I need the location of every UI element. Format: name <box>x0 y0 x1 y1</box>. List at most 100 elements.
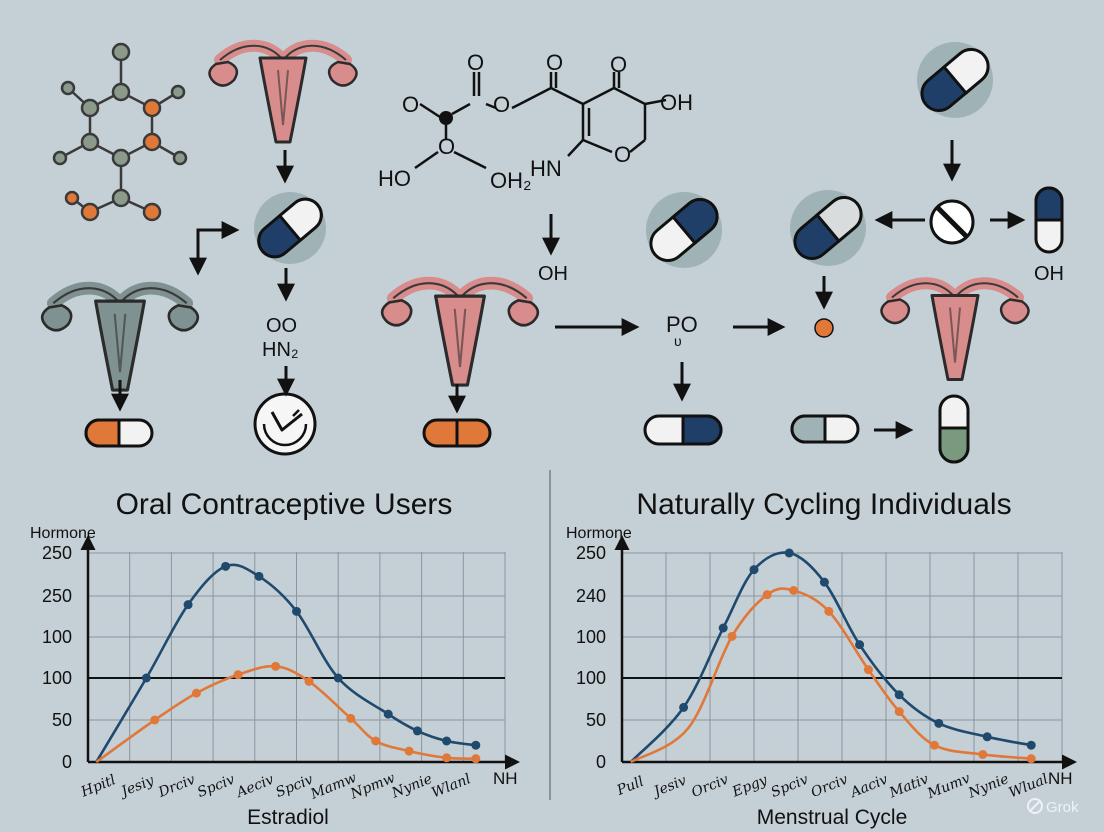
pill-icon <box>790 190 866 266</box>
uterus-icon <box>209 46 356 142</box>
data-point <box>679 702 689 712</box>
watermark: Grok <box>1027 798 1079 816</box>
data-point <box>718 623 728 633</box>
label-hn2: HN₂ <box>262 339 299 361</box>
data-point <box>934 718 944 728</box>
label-o: O <box>546 50 563 75</box>
label-hn: HN <box>530 156 562 181</box>
data-point <box>824 606 834 616</box>
data-point <box>412 726 422 736</box>
y-tick-label: 250 <box>42 543 72 563</box>
grid <box>622 552 1063 762</box>
data-point <box>371 736 381 746</box>
y-tick-label: 100 <box>576 627 606 647</box>
y-tick-label: 0 <box>62 752 72 772</box>
label-ho: HO <box>378 166 411 191</box>
x-tick-label: Aaciv <box>847 772 891 802</box>
y-tick-label: 50 <box>586 710 606 730</box>
uterus-icon <box>42 288 198 390</box>
series-line <box>95 664 476 764</box>
y-tick-label: 250 <box>576 543 606 563</box>
data-point <box>292 606 301 616</box>
label-oh2: OH₂ <box>490 168 532 193</box>
y-tick-label: 250 <box>42 586 72 606</box>
y-axis-label: Hormone <box>30 525 96 542</box>
x-tick-label: Aeciv <box>233 772 277 802</box>
molecule-labels: O O O O O HO OH₂ HN O O OH <box>378 50 693 193</box>
data-point <box>346 713 356 723</box>
chart-title: Naturally Cycling Individuals <box>636 488 1011 521</box>
grid <box>88 552 506 762</box>
data-point <box>762 590 772 600</box>
molecule-center <box>414 72 667 170</box>
chart-title: Oral Contraceptive Users <box>116 488 453 521</box>
flow-arrows <box>111 140 1026 439</box>
data-point <box>1026 740 1036 750</box>
data-point <box>727 631 737 641</box>
x-tick-label: Spciv <box>195 772 237 801</box>
data-point <box>471 740 481 750</box>
chart-oral-contraceptive: Oral Contraceptive Users Hormone Estradi… <box>30 488 520 829</box>
capsule-icon <box>790 414 860 444</box>
uterus-icon <box>881 283 1028 379</box>
x-axis-label: Menstrual Cycle <box>757 806 908 829</box>
data-point <box>863 665 873 675</box>
pill-icon <box>254 192 326 264</box>
y-tick-label: 0 <box>596 752 606 772</box>
data-point <box>982 732 992 742</box>
y-tick-label: 100 <box>42 668 72 688</box>
data-point <box>191 688 201 698</box>
data-point <box>471 754 481 764</box>
label-po: PO <box>666 312 698 337</box>
data-point <box>383 709 393 719</box>
x-axis-label: Estradiol <box>247 806 329 829</box>
x-end-label: NH <box>493 769 518 788</box>
label-o: O <box>402 92 419 117</box>
x-tick-label: Mativ <box>886 771 931 801</box>
x-end-label: NH <box>1048 769 1073 788</box>
data-point <box>233 670 243 680</box>
x-tick-label: Spciv <box>769 772 811 801</box>
capsule-icon <box>643 414 723 446</box>
y-tick-label: 100 <box>42 627 72 647</box>
x-tick-label: Orciv <box>809 772 851 801</box>
y-tick-label: 50 <box>52 710 72 730</box>
pill-icon <box>646 192 722 268</box>
capsule-vertical-icon <box>938 394 970 464</box>
x-tick-label: Sрciv <box>274 772 316 801</box>
data-point <box>789 586 799 595</box>
x-tick-label: Wlual <box>1007 771 1051 801</box>
data-point <box>183 600 193 610</box>
x-tick-label: Nynie <box>965 771 1011 802</box>
data-point <box>978 749 988 759</box>
x-tick-label: Nynie <box>389 771 435 802</box>
data-point <box>894 707 904 717</box>
step-labels: OO HN₂ OH PO ᴜ OH <box>262 263 1064 361</box>
data-point <box>404 746 414 756</box>
capsule-icon <box>84 418 154 448</box>
data-point <box>221 561 231 571</box>
tablet-icon <box>929 199 975 245</box>
label-o: O <box>493 92 510 117</box>
chart-naturally-cycling: Naturally Cycling Individuals Hormone Me… <box>566 488 1077 829</box>
label-o: O <box>438 134 455 159</box>
data-point <box>784 548 794 558</box>
label-o: O <box>467 50 484 75</box>
data-point <box>333 673 343 683</box>
series-line <box>629 551 1032 763</box>
data-point <box>855 640 865 650</box>
data-point <box>894 690 904 700</box>
molecule-left <box>52 42 188 222</box>
capsule-vertical-icon <box>1034 186 1064 254</box>
data-point <box>819 577 829 587</box>
y-tick-label: 100 <box>576 668 606 688</box>
label-oh: OH <box>660 90 693 115</box>
data-point <box>150 715 160 725</box>
dot-icon <box>814 318 834 338</box>
y-tick-label: 240 <box>576 586 606 606</box>
data-point <box>141 673 151 683</box>
label-oh: OH <box>1034 263 1064 285</box>
x-tick-label: Wlanl <box>429 771 473 801</box>
x-tick-label: Jesiv <box>649 773 689 802</box>
